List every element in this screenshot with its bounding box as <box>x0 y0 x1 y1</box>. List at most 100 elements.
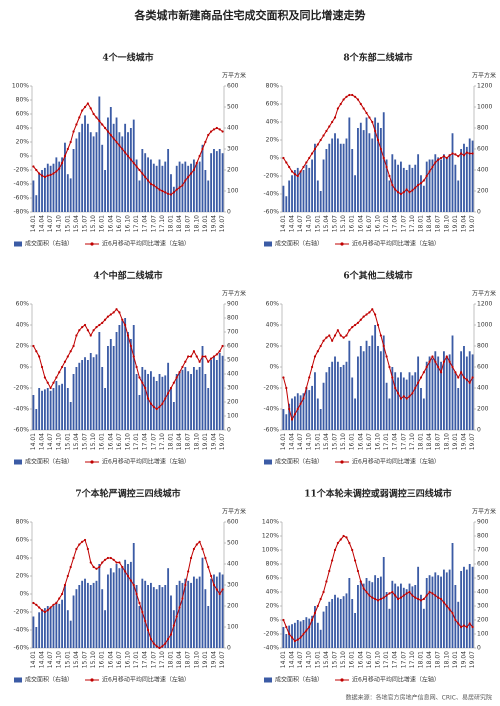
line-point <box>296 407 299 411</box>
line-point <box>451 152 454 155</box>
bar <box>339 599 342 648</box>
line-point <box>146 179 150 182</box>
bar <box>282 627 285 648</box>
line-point <box>402 395 405 398</box>
line-point <box>109 133 112 137</box>
x-tick-label: 18.10 <box>443 215 450 232</box>
bar <box>66 174 69 212</box>
legend-swatch <box>90 678 94 682</box>
x-tick-label: 19.07 <box>219 433 226 450</box>
y2-tick-label: 0 <box>477 645 481 652</box>
line-point <box>155 407 158 411</box>
line-point <box>396 597 400 601</box>
y-tick-label: 20% <box>266 137 280 144</box>
bar <box>218 149 221 212</box>
x-tick-label: 18.04 <box>176 215 183 232</box>
bar <box>454 164 457 212</box>
line-point <box>331 339 334 342</box>
bar <box>144 369 147 430</box>
bar <box>331 361 334 430</box>
line-point <box>198 360 201 363</box>
bar <box>382 335 385 430</box>
bar <box>170 174 172 212</box>
line-point <box>118 144 121 147</box>
line-point <box>460 371 463 374</box>
x-tick-label: 18.07 <box>185 651 192 668</box>
bar <box>215 360 218 430</box>
line-point <box>414 596 417 599</box>
page-title: 各类城市新建商品住宅成交面积及同比增速走势 <box>134 8 366 22</box>
x-tick-label: 18.04 <box>426 651 433 668</box>
bar <box>184 367 187 430</box>
line-point <box>164 642 167 645</box>
bar <box>75 589 78 648</box>
bar <box>431 159 434 212</box>
line-point <box>285 161 288 164</box>
bar <box>121 320 124 430</box>
line-point <box>164 191 167 194</box>
y-tick-label: -20% <box>13 385 29 392</box>
bar <box>144 580 147 648</box>
line-point <box>322 339 325 342</box>
bar <box>121 566 124 648</box>
x-tick-label: 18.04 <box>426 433 433 450</box>
y-tick-label: -20% <box>13 609 29 616</box>
x-tick-label: 15.01 <box>314 433 321 450</box>
bar <box>58 603 61 648</box>
line-point <box>448 608 451 611</box>
line-point <box>302 632 305 636</box>
x-tick-label: 14.04 <box>39 215 46 232</box>
bar <box>382 557 385 648</box>
line-point <box>299 402 302 405</box>
line-point <box>445 355 448 358</box>
line-point <box>333 116 337 119</box>
bar <box>319 629 322 648</box>
chart-title: 6个其他二线城市 <box>343 270 412 282</box>
line-point <box>434 161 437 164</box>
line-point <box>439 156 443 160</box>
line-point <box>155 186 158 189</box>
bar <box>38 612 41 648</box>
line-point <box>69 140 72 144</box>
legend-swatch <box>14 241 22 247</box>
y-tick-label: 60% <box>266 101 280 108</box>
bar <box>144 153 147 212</box>
line-point <box>345 95 348 98</box>
line-point <box>158 405 161 408</box>
x-tick-label: 17.10 <box>409 651 416 668</box>
bar <box>101 367 104 430</box>
x-tick-label: 14.10 <box>56 433 63 450</box>
bar <box>371 335 374 430</box>
line-point <box>78 329 81 332</box>
y2-tick-label: 400 <box>477 385 489 392</box>
legend-swatch <box>264 677 272 683</box>
bar <box>92 357 95 430</box>
bar <box>107 574 109 648</box>
bar <box>161 587 164 648</box>
line-point <box>192 350 196 353</box>
x-tick-label: 14.04 <box>289 433 296 450</box>
y2-tick-label: 200 <box>477 406 489 413</box>
line-point <box>215 588 218 591</box>
x-tick-label: 17.04 <box>392 433 399 450</box>
line-point <box>419 376 423 379</box>
line-point <box>58 167 61 170</box>
line-point <box>431 165 434 169</box>
bar <box>195 578 198 648</box>
line-point <box>422 597 425 601</box>
line-point <box>40 365 44 369</box>
line-point <box>348 329 351 332</box>
y2-tick-label: 600 <box>477 364 489 371</box>
line-point <box>126 154 130 158</box>
y-tick-label: 100% <box>262 547 279 554</box>
y2-tick-label: 600 <box>227 519 239 526</box>
bar <box>311 385 314 430</box>
line-point <box>348 541 351 545</box>
line-point <box>141 172 144 175</box>
bar <box>46 606 49 648</box>
x-tick-label: 19.07 <box>469 651 476 668</box>
bar <box>422 398 425 430</box>
bar <box>75 367 78 430</box>
bar <box>359 122 362 212</box>
